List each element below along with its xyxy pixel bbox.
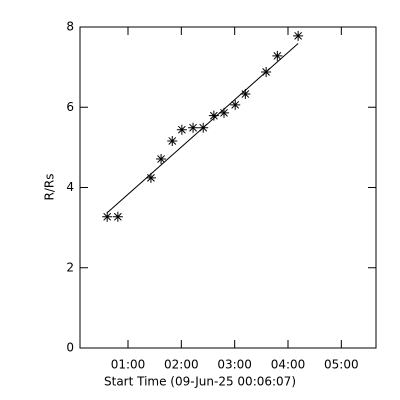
plot-frame	[79, 26, 377, 349]
y-tick-label: 8	[66, 20, 74, 34]
point-marker	[272, 50, 283, 61]
y-axis-label: R/Rs	[43, 174, 57, 201]
point-marker	[156, 154, 167, 165]
fit-line	[106, 43, 299, 214]
point-marker	[167, 135, 178, 146]
y-tick-label: 6	[66, 100, 74, 114]
point-marker	[208, 110, 219, 121]
point-marker	[102, 211, 113, 222]
point-marker	[176, 124, 187, 135]
y-tick-label: 0	[66, 341, 74, 355]
x-tick-label: 04:00	[271, 358, 306, 372]
point-marker	[145, 172, 156, 183]
point-marker	[188, 122, 199, 133]
x-tick-label: 02:00	[164, 358, 199, 372]
x-tick-label: 01:00	[111, 358, 146, 372]
point-marker	[112, 211, 123, 222]
point-marker	[219, 107, 229, 118]
point-marker	[293, 30, 304, 41]
y-tick-label: 4	[66, 180, 74, 194]
x-axis-label: Start Time (09-Jun-25 00:06:07)	[104, 375, 296, 389]
y-tick-label: 2	[66, 260, 74, 274]
point-marker	[240, 89, 251, 100]
x-tick-label: 03:00	[217, 358, 252, 372]
x-tick-label: 05:00	[324, 358, 359, 372]
point-marker	[230, 99, 241, 110]
